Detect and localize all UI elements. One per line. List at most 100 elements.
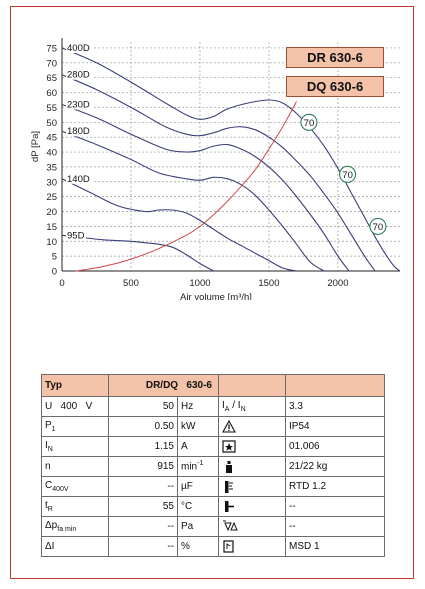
y-tick-label: 40	[46, 148, 57, 159]
efficiency-marker	[369, 217, 387, 235]
param-value: 0.50	[108, 416, 178, 437]
param-label-sub: fa min	[57, 526, 77, 533]
x-tick-label: 2000	[327, 278, 348, 289]
page-frame	[10, 6, 414, 579]
param-value: 50	[108, 396, 178, 417]
curve-label: 230D	[67, 99, 90, 110]
efficiency-marker-label: 70	[342, 170, 353, 181]
y-tick-label: 20	[46, 207, 57, 218]
spec-row: IN 1.15 A 01.006	[41, 436, 385, 457]
param-unit: Pa	[181, 521, 194, 532]
y-tick-label: 10	[46, 237, 57, 248]
curve-label-bg	[66, 98, 92, 110]
header-model-text: DR/DQ 630-6	[145, 380, 212, 391]
ratio-sym: I	[222, 400, 225, 411]
y-tick-label: 50	[46, 118, 57, 129]
symbol-value: MSD 1	[285, 536, 385, 557]
connection-plug-icon	[222, 500, 236, 513]
param-unit: Hz	[181, 401, 194, 412]
param-unit-cell: Hz	[177, 396, 219, 417]
filter-pressure-icon	[222, 520, 238, 533]
symbol-cell	[218, 536, 286, 557]
param-cell: P1	[41, 416, 109, 437]
param-label: Δp	[45, 520, 58, 531]
param-unit-sup: -1	[197, 460, 204, 468]
param-label: C	[45, 480, 53, 491]
symbol-value: 3.3	[285, 396, 385, 417]
curve-400D	[61, 47, 401, 272]
param-unit-cell: Pa	[177, 516, 219, 537]
param-unit-cell: %	[177, 536, 219, 557]
param-value: 1.15	[108, 436, 178, 457]
weight-icon	[222, 460, 236, 473]
param-unit: A	[181, 441, 188, 452]
y-tick-label: 70	[46, 58, 57, 69]
param-cell: C400V	[41, 476, 109, 497]
x-tick-label: 500	[123, 278, 139, 289]
curve-label: 180D	[67, 126, 90, 137]
curve-label-bg	[66, 125, 92, 137]
symbol-cell: IA / IN	[218, 396, 286, 417]
symbol-cell	[218, 416, 286, 437]
motor-switch-icon	[222, 540, 236, 553]
param-value: 55	[108, 496, 178, 517]
curve-label: 280D	[67, 70, 90, 81]
param-value: 915	[108, 456, 178, 477]
spec-row: P1 0.50 kW IP54	[41, 416, 385, 437]
param-label: t	[45, 500, 48, 511]
param-unit: min	[181, 461, 198, 473]
symbol-value: --	[285, 496, 385, 517]
param-cell: Δpfa min	[41, 516, 109, 537]
efficiency-curve	[75, 101, 297, 272]
efficiency-marker	[300, 113, 318, 131]
curve-label-bg	[66, 41, 92, 53]
curve-label: 140D	[67, 174, 90, 185]
param-unit-cell: min-1	[177, 456, 219, 477]
efficiency-marker-label: 70	[304, 118, 315, 129]
model-badge-dr: DR 630-6	[286, 47, 384, 68]
curve-280D	[61, 74, 376, 272]
curve-label: 95D	[67, 230, 85, 241]
symbol-cell	[218, 496, 286, 517]
param-unit-cell: µF	[177, 476, 219, 497]
x-axis-label: Air volume [m³/h]	[180, 292, 252, 300]
curve-label: 400D	[67, 43, 90, 54]
symbol-cell	[218, 436, 286, 457]
param-label: P	[45, 420, 52, 431]
curve-label-bg	[66, 229, 86, 241]
thermal-protection-icon	[222, 480, 236, 493]
header-typ: Typ	[41, 374, 109, 397]
param-value: --	[108, 516, 178, 537]
curve-label-bg	[66, 172, 92, 184]
symbol-cell	[218, 456, 286, 477]
curve-140D	[61, 178, 297, 272]
param-label-sub: R	[47, 506, 53, 513]
param-label: n	[45, 461, 51, 472]
y-tick-label: 25	[46, 192, 57, 203]
header-right	[285, 374, 385, 397]
x-tick-label: 0	[59, 278, 64, 289]
y-tick-label: 15	[46, 222, 57, 233]
efficiency-marker	[339, 165, 357, 183]
param-label-sub: 1	[51, 426, 56, 433]
ratio-sub2: N	[240, 406, 246, 413]
param-cell: U 400 V	[41, 396, 109, 417]
curve-label-bg	[66, 68, 92, 80]
param-label-sub: 400V	[52, 486, 69, 493]
symbol-cell	[218, 516, 286, 537]
efficiency-marker-label: 70	[373, 222, 384, 233]
param-unit: µF	[181, 481, 193, 492]
param-label: ΔI	[45, 541, 55, 552]
param-unit-cell: kW	[177, 416, 219, 437]
symbol-cell	[218, 476, 286, 497]
wiring-diagram-icon	[222, 440, 236, 453]
param-value: --	[108, 476, 178, 497]
symbol-value: RTD 1.2	[285, 476, 385, 497]
param-value: --	[108, 536, 178, 557]
header-model: DR/DQ 630-6	[108, 374, 219, 397]
y-tick-label: 75	[46, 43, 57, 54]
ratio-sym2: I	[237, 400, 241, 411]
warning-triangle-icon	[222, 420, 236, 433]
param-cell: tR	[41, 496, 109, 517]
y-tick-label: 45	[46, 133, 57, 144]
